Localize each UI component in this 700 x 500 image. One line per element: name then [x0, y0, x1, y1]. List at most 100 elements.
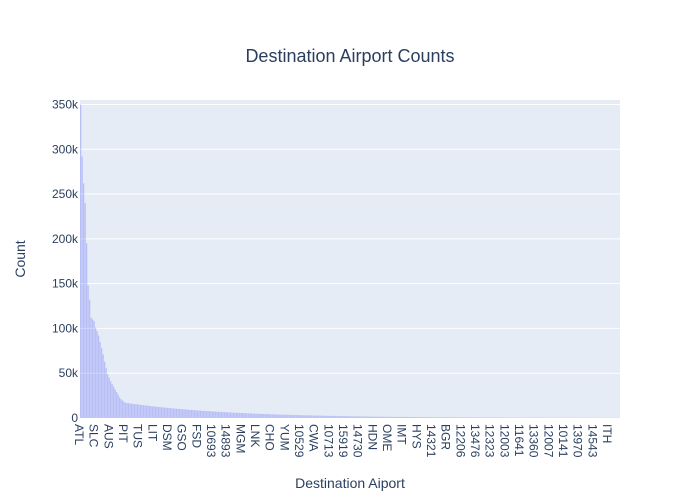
bar [212, 411, 214, 418]
bar [257, 413, 259, 418]
bar [195, 410, 197, 418]
bar [356, 416, 358, 418]
bar [474, 417, 476, 418]
bar [359, 416, 361, 418]
x-tick-label: 15919 [336, 424, 350, 458]
bar [149, 405, 151, 418]
x-tick-label: OME [380, 424, 394, 451]
bar [218, 411, 220, 418]
bar [449, 417, 451, 418]
y-tick-label: 50k [59, 366, 79, 380]
bar [120, 399, 122, 418]
bar [431, 417, 433, 418]
bar [104, 361, 106, 418]
bar [147, 405, 149, 418]
bar [170, 408, 172, 418]
bar [189, 409, 191, 418]
y-tick-label: 250k [52, 187, 79, 201]
x-tick-label: FSD [189, 424, 203, 448]
bar [318, 415, 320, 418]
bar [206, 411, 208, 418]
bar [171, 408, 173, 418]
y-tick-label: 100k [52, 321, 79, 335]
x-tick-label: AUS [101, 424, 115, 449]
bar [386, 416, 388, 418]
bar [198, 410, 200, 418]
bar [80, 104, 82, 418]
bar [294, 415, 296, 418]
bar [321, 415, 323, 418]
x-tick-label: HYS [409, 424, 423, 449]
x-tick-label: CHO [263, 424, 277, 451]
bar [249, 413, 251, 418]
bar [138, 404, 140, 418]
bar [228, 412, 230, 418]
bar [242, 413, 244, 418]
x-tick-label: GSO [175, 424, 189, 451]
bar [453, 417, 455, 418]
x-tick-label: MGM [233, 424, 247, 453]
bar [341, 416, 343, 418]
bar [401, 416, 403, 418]
bar [119, 397, 121, 418]
bar [258, 413, 260, 418]
bar [348, 416, 350, 418]
bar [260, 413, 262, 418]
bar [396, 416, 398, 418]
bar [125, 402, 127, 418]
bar [347, 416, 349, 418]
y-tick-label: 350k [52, 97, 79, 111]
bar [239, 412, 241, 418]
x-tick-labels: ATL SLC AUS PIT TUS LIT DSM GSO FSD 10693 14893 MGM… [72, 424, 614, 458]
bar [191, 409, 193, 418]
bar [293, 415, 295, 418]
bar [275, 414, 277, 418]
bar [360, 416, 362, 418]
bar [428, 417, 430, 418]
bar [135, 404, 137, 418]
bar [158, 406, 160, 418]
bar [168, 408, 170, 418]
x-tick-label: LNK [248, 424, 262, 447]
bar [470, 417, 472, 418]
bar [215, 411, 217, 418]
bar [405, 416, 407, 418]
bar [440, 417, 442, 418]
bar [320, 415, 322, 418]
bar [362, 416, 364, 418]
bar [357, 416, 359, 418]
bar [219, 411, 221, 418]
bar [146, 405, 148, 418]
bar [266, 414, 268, 418]
bar [155, 406, 157, 418]
bar [285, 414, 287, 418]
bar [338, 416, 340, 418]
bar [180, 409, 182, 418]
bar [467, 417, 469, 418]
bar [279, 414, 281, 418]
bar [137, 404, 139, 418]
bar [251, 413, 253, 418]
bar [404, 416, 406, 418]
bar [455, 417, 457, 418]
bar [402, 416, 404, 418]
bar [188, 409, 190, 418]
bar [392, 416, 394, 418]
bar [297, 415, 299, 418]
bar [140, 404, 142, 418]
bar [336, 416, 338, 418]
x-tick-label: 13970 [571, 424, 585, 458]
bar [201, 410, 203, 418]
bar [284, 414, 286, 418]
bar [389, 416, 391, 418]
bar [366, 416, 368, 418]
bar [312, 415, 314, 418]
bar [141, 405, 143, 418]
bar [81, 156, 83, 418]
bar [216, 411, 218, 418]
bar [270, 414, 272, 418]
x-tick-label: DSM [160, 424, 174, 451]
bar [113, 386, 115, 418]
bar [122, 400, 124, 418]
